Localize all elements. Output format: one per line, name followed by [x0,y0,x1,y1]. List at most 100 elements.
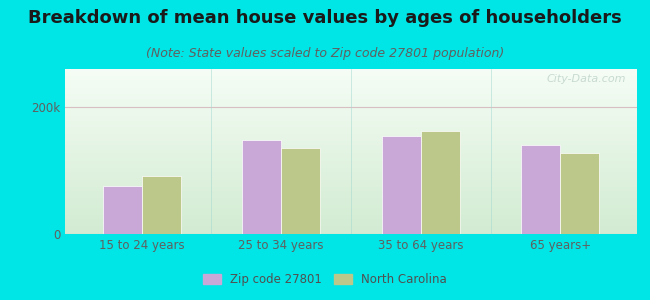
Bar [103,186,142,234]
Legend: Zip code 27801, North Carolina: Zip code 27801, North Carolina [198,269,452,291]
Bar [65,220,637,222]
Bar [65,150,637,152]
Bar [65,152,637,153]
Bar [65,149,637,150]
Bar [65,69,637,70]
Bar [65,167,637,168]
Bar [65,77,637,79]
Bar [65,88,637,90]
Bar [65,200,637,201]
Bar [65,231,637,232]
Bar [65,193,637,194]
Bar [65,206,637,208]
Bar [65,109,637,110]
Bar [65,143,637,145]
Bar [65,208,637,209]
Bar [65,196,637,197]
Bar [65,161,637,163]
Bar [65,164,637,165]
Bar [65,114,637,116]
Bar [65,138,637,139]
Bar [65,70,637,72]
Bar [65,204,637,205]
Bar [382,136,421,234]
Bar [65,165,637,166]
Bar [65,127,637,128]
Bar [65,163,637,164]
Bar [65,74,637,76]
Bar [65,175,637,176]
Bar [65,107,637,109]
Bar [65,76,637,77]
Bar [65,110,637,112]
Bar [65,131,637,132]
Bar [242,140,281,234]
Bar [65,118,637,120]
Bar [65,116,637,117]
Bar [65,79,637,80]
Bar [65,153,637,154]
Bar [65,91,637,92]
Bar [65,106,637,107]
Bar [281,148,320,234]
Bar [65,145,637,146]
Bar [65,117,637,118]
Bar [65,183,637,184]
Bar [65,85,637,87]
Bar [65,179,637,180]
Bar [65,205,637,206]
Bar [65,178,637,179]
Bar [65,180,637,182]
Bar [65,194,637,196]
Bar [65,121,637,123]
Bar [65,190,637,191]
Bar [65,169,637,171]
Bar [65,156,637,157]
Text: City-Data.com: City-Data.com [546,74,625,84]
Bar [65,98,637,99]
Bar [65,124,637,125]
Bar [65,229,637,230]
Bar [65,227,637,229]
Bar [65,224,637,226]
Bar [65,97,637,98]
Bar [65,83,637,84]
Bar [65,172,637,173]
Bar [65,73,637,74]
Bar [65,154,637,156]
Bar [65,158,637,160]
Bar [65,157,637,158]
Text: (Note: State values scaled to Zip code 27801 population): (Note: State values scaled to Zip code 2… [146,46,504,59]
Bar [65,120,637,121]
Bar [65,223,637,224]
Bar [65,80,637,81]
Bar [560,153,599,234]
Bar [65,136,637,138]
Bar [65,222,637,223]
Bar [65,142,637,143]
Bar [65,191,637,193]
Bar [65,72,637,73]
Bar [65,135,637,136]
Bar [65,99,637,101]
Bar [65,94,637,95]
Bar [65,130,637,131]
Bar [65,211,637,212]
Bar [65,168,637,170]
Bar [65,92,637,94]
Bar [65,187,637,189]
Bar [65,186,637,187]
Text: Breakdown of mean house values by ages of householders: Breakdown of mean house values by ages o… [28,9,622,27]
Bar [65,202,637,204]
Bar [65,173,637,175]
Bar [65,140,637,142]
Bar [65,176,637,178]
Bar [65,113,637,114]
Bar [65,147,637,149]
Bar [65,125,637,127]
Bar [65,209,637,211]
Bar [65,132,637,134]
Bar [65,128,637,130]
Bar [65,95,637,97]
Bar [65,230,637,231]
